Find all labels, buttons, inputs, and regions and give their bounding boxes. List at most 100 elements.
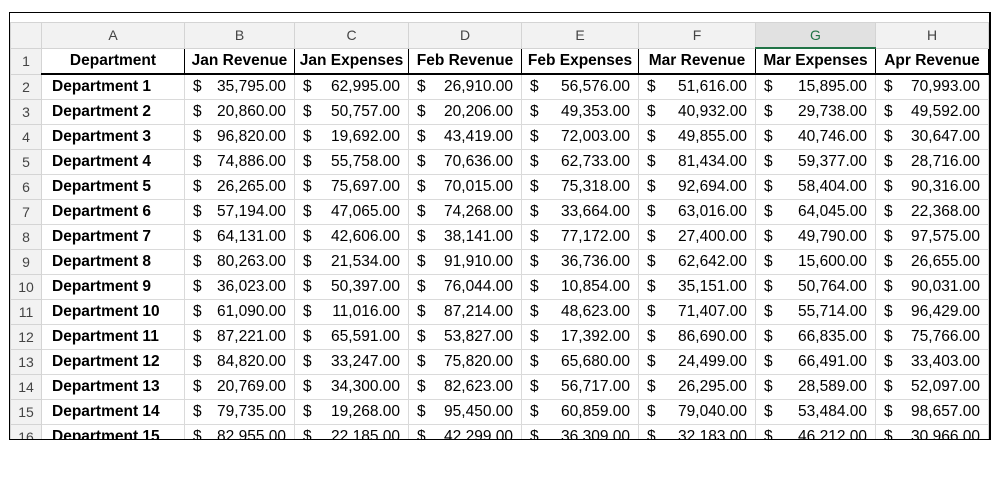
currency-cell[interactable]: $49,592.00: [875, 99, 989, 125]
currency-cell[interactable]: $92,694.00: [638, 174, 756, 200]
row-header[interactable]: 9: [10, 249, 42, 275]
currency-cell[interactable]: $96,820.00: [184, 124, 295, 150]
currency-cell[interactable]: $80,263.00: [184, 249, 295, 275]
currency-cell[interactable]: $43,419.00: [408, 124, 522, 150]
currency-cell[interactable]: $38,141.00: [408, 224, 522, 250]
currency-cell[interactable]: $52,097.00: [875, 374, 989, 400]
currency-cell[interactable]: $66,491.00: [755, 349, 876, 375]
currency-cell[interactable]: $46,212.00: [755, 424, 876, 439]
currency-cell[interactable]: $26,655.00: [875, 249, 989, 275]
department-cell[interactable]: Department 5: [41, 174, 185, 200]
currency-cell[interactable]: $50,764.00: [755, 274, 876, 300]
currency-cell[interactable]: $33,664.00: [521, 199, 639, 225]
currency-cell[interactable]: $62,733.00: [521, 149, 639, 175]
department-cell[interactable]: Department 9: [41, 274, 185, 300]
currency-cell[interactable]: $26,265.00: [184, 174, 295, 200]
currency-cell[interactable]: $19,268.00: [294, 399, 409, 425]
currency-cell[interactable]: $42,299.00: [408, 424, 522, 439]
row-header[interactable]: 14: [10, 374, 42, 400]
header-cell[interactable]: Feb Revenue: [408, 47, 522, 75]
currency-cell[interactable]: $65,591.00: [294, 324, 409, 350]
currency-cell[interactable]: $55,758.00: [294, 149, 409, 175]
currency-cell[interactable]: $75,697.00: [294, 174, 409, 200]
currency-cell[interactable]: $65,680.00: [521, 349, 639, 375]
currency-cell[interactable]: $76,044.00: [408, 274, 522, 300]
row-header[interactable]: 2: [10, 73, 42, 100]
header-cell[interactable]: Feb Expenses: [521, 47, 639, 75]
department-cell[interactable]: Department 8: [41, 249, 185, 275]
header-cell[interactable]: Apr Revenue: [875, 47, 989, 75]
header-cell[interactable]: Jan Revenue: [184, 47, 295, 75]
currency-cell[interactable]: $63,016.00: [638, 199, 756, 225]
currency-cell[interactable]: $87,214.00: [408, 299, 522, 325]
row-header[interactable]: 1: [10, 47, 42, 75]
currency-cell[interactable]: $10,854.00: [521, 274, 639, 300]
row-header[interactable]: 6: [10, 174, 42, 200]
row-header[interactable]: 7: [10, 199, 42, 225]
department-cell[interactable]: Department 11: [41, 324, 185, 350]
currency-cell[interactable]: $90,031.00: [875, 274, 989, 300]
currency-cell[interactable]: $22,368.00: [875, 199, 989, 225]
column-header-g[interactable]: G: [755, 22, 876, 49]
currency-cell[interactable]: $36,023.00: [184, 274, 295, 300]
currency-cell[interactable]: $47,065.00: [294, 199, 409, 225]
column-header-d[interactable]: D: [408, 22, 522, 49]
currency-cell[interactable]: $34,300.00: [294, 374, 409, 400]
currency-cell[interactable]: $79,735.00: [184, 399, 295, 425]
currency-cell[interactable]: $21,534.00: [294, 249, 409, 275]
currency-cell[interactable]: $50,757.00: [294, 99, 409, 125]
row-header[interactable]: 8: [10, 224, 42, 250]
currency-cell[interactable]: $91,910.00: [408, 249, 522, 275]
currency-cell[interactable]: $87,221.00: [184, 324, 295, 350]
currency-cell[interactable]: $96,429.00: [875, 299, 989, 325]
currency-cell[interactable]: $11,016.00: [294, 299, 409, 325]
row-header[interactable]: 13: [10, 349, 42, 375]
currency-cell[interactable]: $51,616.00: [638, 73, 756, 100]
currency-cell[interactable]: $62,995.00: [294, 73, 409, 100]
header-cell[interactable]: Jan Expenses: [294, 47, 409, 75]
department-cell[interactable]: Department 13: [41, 374, 185, 400]
row-header[interactable]: 16: [10, 424, 42, 439]
currency-cell[interactable]: $98,657.00: [875, 399, 989, 425]
currency-cell[interactable]: $82,623.00: [408, 374, 522, 400]
currency-cell[interactable]: $22,185.00: [294, 424, 409, 439]
row-header[interactable]: 12: [10, 324, 42, 350]
currency-cell[interactable]: $49,855.00: [638, 124, 756, 150]
currency-cell[interactable]: $27,400.00: [638, 224, 756, 250]
currency-cell[interactable]: $35,151.00: [638, 274, 756, 300]
currency-cell[interactable]: $53,827.00: [408, 324, 522, 350]
currency-cell[interactable]: $20,769.00: [184, 374, 295, 400]
column-header-b[interactable]: B: [184, 22, 295, 49]
select-all-corner[interactable]: [10, 22, 42, 49]
column-header-e[interactable]: E: [521, 22, 639, 49]
header-cell[interactable]: Department: [41, 47, 185, 75]
currency-cell[interactable]: $50,397.00: [294, 274, 409, 300]
column-header-c[interactable]: C: [294, 22, 409, 49]
row-header[interactable]: 5: [10, 149, 42, 175]
currency-cell[interactable]: $58,404.00: [755, 174, 876, 200]
currency-cell[interactable]: $40,746.00: [755, 124, 876, 150]
currency-cell[interactable]: $26,910.00: [408, 73, 522, 100]
department-cell[interactable]: Department 10: [41, 299, 185, 325]
currency-cell[interactable]: $56,576.00: [521, 73, 639, 100]
header-cell[interactable]: Mar Expenses: [755, 47, 876, 75]
currency-cell[interactable]: $30,647.00: [875, 124, 989, 150]
currency-cell[interactable]: $59,377.00: [755, 149, 876, 175]
department-cell[interactable]: Department 12: [41, 349, 185, 375]
currency-cell[interactable]: $57,194.00: [184, 199, 295, 225]
currency-cell[interactable]: $64,131.00: [184, 224, 295, 250]
department-cell[interactable]: Department 15: [41, 424, 185, 439]
department-cell[interactable]: Department 14: [41, 399, 185, 425]
currency-cell[interactable]: $60,859.00: [521, 399, 639, 425]
currency-cell[interactable]: $24,499.00: [638, 349, 756, 375]
currency-cell[interactable]: $74,886.00: [184, 149, 295, 175]
currency-cell[interactable]: $70,636.00: [408, 149, 522, 175]
currency-cell[interactable]: $30,966.00: [875, 424, 989, 439]
row-header[interactable]: 11: [10, 299, 42, 325]
row-header[interactable]: 4: [10, 124, 42, 150]
currency-cell[interactable]: $42,606.00: [294, 224, 409, 250]
currency-cell[interactable]: $81,434.00: [638, 149, 756, 175]
currency-cell[interactable]: $72,003.00: [521, 124, 639, 150]
currency-cell[interactable]: $95,450.00: [408, 399, 522, 425]
column-header-h[interactable]: H: [875, 22, 989, 49]
